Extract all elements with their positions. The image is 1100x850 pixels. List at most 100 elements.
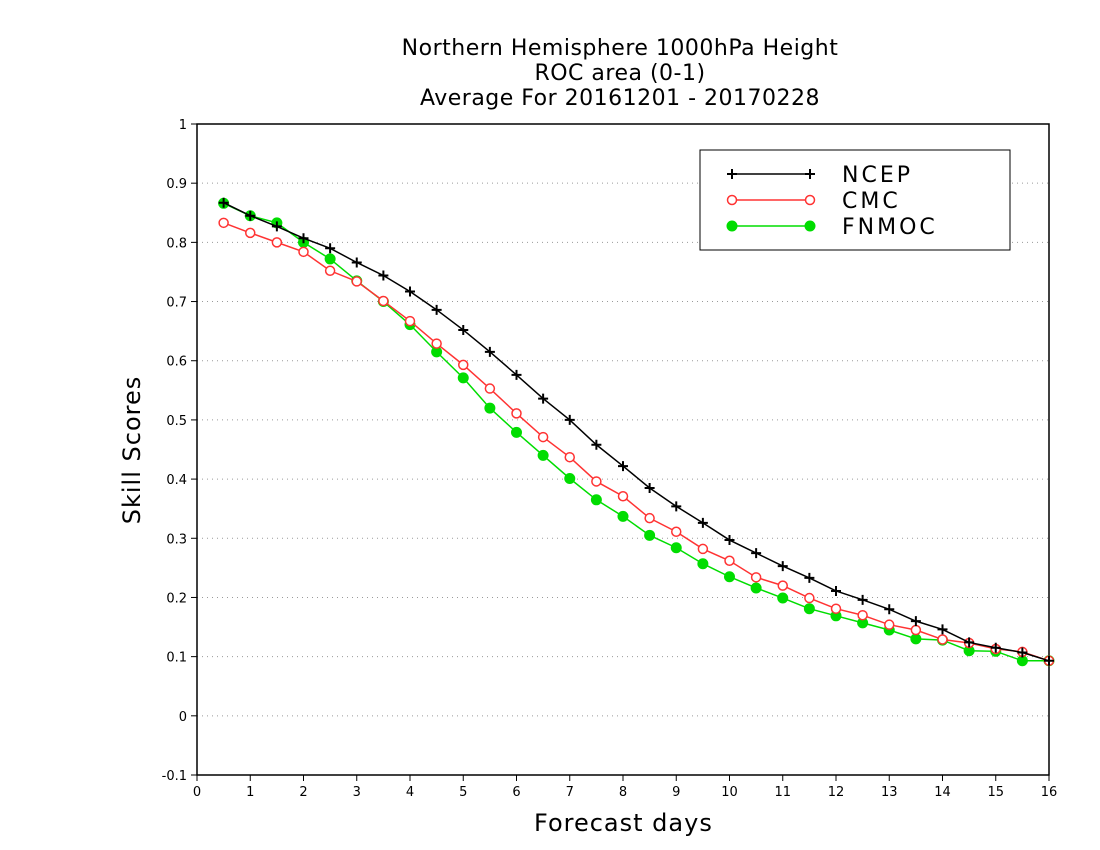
- x-tick-label-16: 16: [1041, 785, 1058, 800]
- point-fnmoc-20: [750, 582, 762, 594]
- x-tick-label-5: 5: [459, 785, 467, 800]
- point-ncep-29: [990, 642, 1001, 653]
- y-tick-label-6: 0.5: [166, 414, 187, 429]
- point-cmc-23: [830, 603, 842, 614]
- series-line-ncep: [223, 202, 1050, 662]
- point-ncep-20: [751, 548, 762, 559]
- point-cmc-3: [298, 246, 309, 258]
- series-line-cmc: [223, 222, 1050, 662]
- point-ncep-23: [831, 585, 841, 596]
- x-tick-label-14: 14: [934, 785, 951, 800]
- point-fnmoc-16: [644, 529, 656, 541]
- point-fnmoc-19: [724, 571, 735, 583]
- point-ncep-18: [697, 517, 708, 528]
- point-ncep-11: [511, 369, 522, 380]
- point-cmc-12: [537, 431, 549, 443]
- point-cmc-16: [644, 512, 655, 524]
- point-fnmoc-9: [457, 372, 469, 384]
- x-tick-label-7: 7: [566, 785, 574, 800]
- point-cmc-27: [937, 634, 948, 645]
- point-fnmoc-11: [511, 426, 522, 438]
- point-ncep-4: [325, 243, 336, 254]
- y-tick-label-5: 0.4: [166, 473, 187, 488]
- legend-marker-end-fnmoc: [804, 220, 816, 232]
- point-ncep-3: [298, 233, 309, 244]
- y-tick-label-1: 0: [179, 710, 187, 725]
- point-ncep-2: [271, 221, 282, 232]
- point-ncep-7: [405, 286, 415, 297]
- point-cmc-13: [564, 451, 575, 463]
- point-ncep-6: [378, 270, 389, 281]
- legend-marker-start-ncep: [727, 169, 737, 179]
- legend-marker-end-ncep: [805, 169, 815, 179]
- x-tick-label-11: 11: [774, 785, 791, 800]
- point-cmc-11: [511, 408, 522, 419]
- point-cmc-1: [245, 227, 256, 239]
- legend-marker-start-cmc: [726, 194, 738, 206]
- point-ncep-12: [538, 393, 549, 404]
- y-tick-label-8: 0.7: [166, 296, 187, 311]
- chart-title-line-2: ROC area (0-1): [534, 61, 706, 86]
- chart-title-line-1: Northern Hemisphere 1000hPa Height: [401, 36, 839, 61]
- legend-label-ncep: NCEP: [842, 163, 913, 188]
- y-tick-label-4: 0.3: [166, 532, 187, 547]
- point-cmc-7: [404, 315, 416, 327]
- point-ncep-16: [644, 482, 655, 493]
- legend-label-cmc: CMC: [842, 189, 901, 214]
- point-cmc-14: [591, 476, 602, 487]
- x-tick-label-10: 10: [721, 785, 738, 800]
- x-tick-label-6: 6: [512, 785, 520, 800]
- point-fnmoc-21: [777, 592, 789, 604]
- point-cmc-24: [857, 609, 868, 621]
- point-fnmoc-17: [670, 542, 682, 554]
- point-cmc-19: [724, 555, 735, 567]
- point-ncep-27: [937, 624, 948, 635]
- point-cmc-8: [431, 338, 442, 349]
- x-tick-label-1: 1: [246, 785, 254, 800]
- point-fnmoc-18: [697, 558, 709, 570]
- legend-label-fnmoc: FNMOC: [842, 215, 938, 240]
- point-cmc-20: [750, 572, 762, 583]
- point-ncep-5: [351, 257, 362, 268]
- point-ncep-31: [1044, 655, 1054, 666]
- x-tick-label-0: 0: [193, 785, 201, 800]
- point-cmc-17: [671, 526, 682, 538]
- point-cmc-15: [617, 491, 629, 502]
- point-cmc-6: [378, 295, 389, 307]
- point-fnmoc-10: [484, 402, 496, 414]
- point-fnmoc-14: [590, 494, 602, 506]
- point-cmc-9: [458, 359, 469, 371]
- point-fnmoc-4: [324, 253, 336, 265]
- point-cmc-4: [324, 265, 336, 277]
- point-ncep-25: [884, 604, 895, 615]
- point-ncep-8: [431, 304, 442, 315]
- point-cmc-2: [271, 237, 283, 248]
- series-line-fnmoc: [223, 202, 1049, 662]
- point-ncep-24: [857, 594, 868, 605]
- x-tick-label-3: 3: [353, 785, 361, 800]
- y-tick-label-0: -0.1: [162, 769, 187, 784]
- y-tick-label-2: 0.1: [166, 651, 187, 666]
- point-cmc-21: [777, 580, 788, 591]
- y-tick-label-9: 0.8: [166, 236, 187, 251]
- x-tick-label-12: 12: [828, 785, 845, 800]
- point-ncep-1: [245, 210, 256, 221]
- chart-title-line-3: Average For 20161201 - 20170228: [419, 86, 821, 111]
- x-tick-label-15: 15: [987, 785, 1004, 800]
- point-ncep-28: [964, 637, 975, 648]
- point-ncep-22: [804, 572, 815, 583]
- point-fnmoc-15: [617, 510, 629, 522]
- y-tick-label-10: 0.9: [166, 177, 187, 192]
- point-ncep-26: [910, 616, 921, 627]
- legend-marker-start-fnmoc: [726, 220, 738, 232]
- point-cmc-0: [218, 217, 229, 229]
- point-ncep-0: [218, 197, 229, 208]
- x-tick-label-8: 8: [619, 785, 627, 800]
- point-fnmoc-12: [537, 449, 549, 461]
- point-cmc-26: [910, 624, 922, 636]
- point-ncep-14: [591, 439, 602, 450]
- point-cmc-25: [884, 619, 895, 630]
- point-fnmoc-13: [564, 472, 576, 484]
